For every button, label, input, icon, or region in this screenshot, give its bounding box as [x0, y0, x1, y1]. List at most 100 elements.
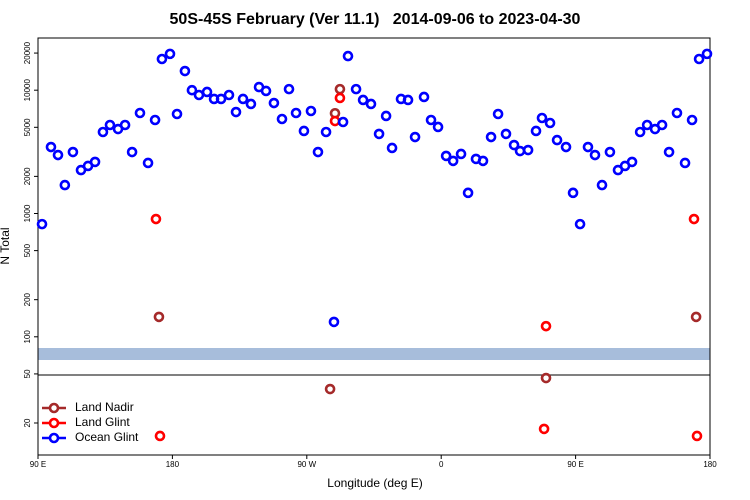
legend-marker [48, 402, 60, 414]
point [230, 106, 242, 118]
point [45, 141, 57, 153]
point [298, 125, 310, 137]
point [386, 142, 398, 154]
point [365, 98, 377, 110]
point [334, 92, 346, 104]
point [59, 179, 71, 191]
point [201, 86, 213, 98]
point [276, 113, 288, 125]
point [540, 372, 552, 384]
point [508, 139, 520, 151]
point [245, 98, 257, 110]
point [589, 149, 601, 161]
point [514, 145, 526, 157]
point [329, 115, 341, 127]
point [373, 128, 385, 140]
point [551, 134, 563, 146]
point [656, 119, 668, 131]
point [215, 93, 227, 105]
y-tick-label: 500 [23, 243, 32, 257]
point [701, 48, 713, 60]
point [179, 65, 191, 77]
y-tick-label: 20000 [23, 41, 32, 64]
point [686, 114, 698, 126]
y-tick-label: 1000 [23, 204, 32, 222]
point [641, 119, 653, 131]
point [538, 423, 550, 435]
point [342, 50, 354, 62]
point [530, 125, 542, 137]
point [455, 148, 467, 160]
x-tick-label: 90 E [567, 460, 583, 469]
point [350, 83, 362, 95]
legend-marker [48, 432, 60, 444]
point [634, 126, 646, 138]
point [237, 93, 249, 105]
point [52, 149, 64, 161]
x-tick-label: 90 W [297, 460, 316, 469]
point [477, 155, 489, 167]
point [283, 83, 295, 95]
point [671, 107, 683, 119]
point [36, 218, 48, 230]
point [380, 110, 392, 122]
point [268, 97, 280, 109]
point [134, 107, 146, 119]
point [142, 157, 154, 169]
plot-frame [37, 37, 711, 456]
point [693, 53, 705, 65]
y-tick-label: 100 [23, 330, 32, 344]
point [305, 105, 317, 117]
point [500, 128, 512, 140]
point [536, 112, 548, 124]
y-tick-label: 2000 [23, 167, 32, 185]
x-tick-label: 180 [703, 460, 717, 469]
point [337, 116, 349, 128]
point [153, 311, 165, 323]
point [574, 218, 586, 230]
point [688, 213, 700, 225]
point [186, 84, 198, 96]
point [164, 48, 176, 60]
point [328, 316, 340, 328]
band [38, 348, 710, 360]
point [626, 156, 638, 168]
point [567, 187, 579, 199]
x-tick-label: 180 [166, 460, 180, 469]
point [409, 131, 421, 143]
point [492, 108, 504, 120]
point [320, 126, 332, 138]
point [440, 150, 452, 162]
point [540, 320, 552, 332]
point [522, 144, 534, 156]
point [418, 91, 430, 103]
legend-marker [48, 417, 60, 429]
point [604, 146, 616, 158]
y-tick-label: 200 [23, 292, 32, 306]
point [312, 146, 324, 158]
x-tick-label: 0 [439, 460, 444, 469]
point [104, 119, 116, 131]
point [462, 187, 474, 199]
point [485, 131, 497, 143]
point [149, 114, 161, 126]
point [119, 119, 131, 131]
y-axis-label: N Total [0, 227, 12, 264]
point [691, 430, 703, 442]
point [663, 146, 675, 158]
point [447, 155, 459, 167]
point [260, 85, 272, 97]
point [432, 121, 444, 133]
legend-label: Land Nadir [75, 400, 134, 414]
y-tick-label: 5000 [23, 118, 32, 136]
point [154, 430, 166, 442]
point [89, 156, 101, 168]
x-axis-label: Longitude (deg E) [327, 476, 422, 490]
legend-label: Ocean Glint [75, 430, 139, 444]
point [582, 141, 594, 153]
point [150, 213, 162, 225]
point [679, 157, 691, 169]
point [223, 89, 235, 101]
point [596, 179, 608, 191]
